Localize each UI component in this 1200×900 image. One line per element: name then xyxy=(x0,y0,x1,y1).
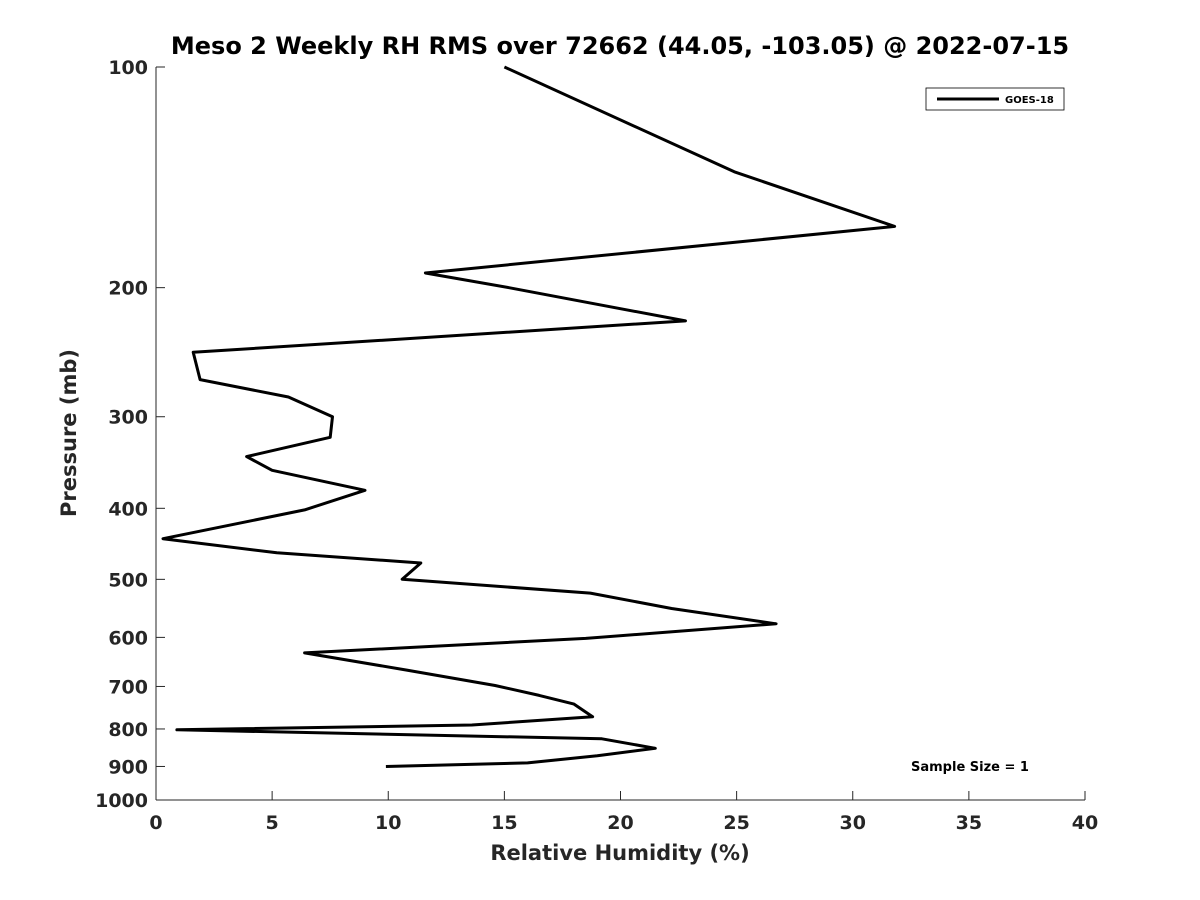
x-tick-label: 20 xyxy=(607,812,633,834)
x-tick-label: 10 xyxy=(375,812,401,834)
legend[interactable]: GOES-18 xyxy=(925,87,1065,111)
series-line-goes-18 xyxy=(161,65,897,768)
y-tick-label: 600 xyxy=(108,627,148,649)
series-layer xyxy=(161,65,897,768)
x-tick-label: 5 xyxy=(266,812,279,834)
y-axis-label: Pressure (mb) xyxy=(57,349,81,517)
y-tick-label: 800 xyxy=(108,719,148,741)
y-axis-ticks: 100 200 300 400 500 600 700 800 900 1000 xyxy=(95,57,165,812)
y-tick-label: 700 xyxy=(108,676,148,698)
x-tick-label: 15 xyxy=(491,812,517,834)
y-tick-label: 300 xyxy=(108,407,148,429)
y-tick-label: 400 xyxy=(108,498,148,520)
y-tick-label: 200 xyxy=(108,278,148,300)
x-axis-ticks: 0 5 10 15 20 25 30 35 40 xyxy=(149,791,1098,834)
y-tick-label: 900 xyxy=(108,756,148,778)
chart-title: Meso 2 Weekly RH RMS over 72662 (44.05, … xyxy=(171,32,1069,60)
x-tick-label: 25 xyxy=(723,812,749,834)
x-axis-label: Relative Humidity (%) xyxy=(490,841,749,865)
x-tick-label: 30 xyxy=(840,812,866,834)
legend-label-goes-18: GOES-18 xyxy=(1005,95,1054,106)
x-tick-label: 40 xyxy=(1072,812,1098,834)
x-tick-label: 35 xyxy=(956,812,982,834)
y-tick-label: 500 xyxy=(108,569,148,591)
sample-size-annotation: Sample Size = 1 xyxy=(911,760,1029,775)
x-tick-label: 0 xyxy=(149,812,162,834)
plot-area-background xyxy=(156,67,1085,800)
y-tick-label: 100 xyxy=(108,57,148,79)
y-tick-label: 1000 xyxy=(95,790,148,812)
